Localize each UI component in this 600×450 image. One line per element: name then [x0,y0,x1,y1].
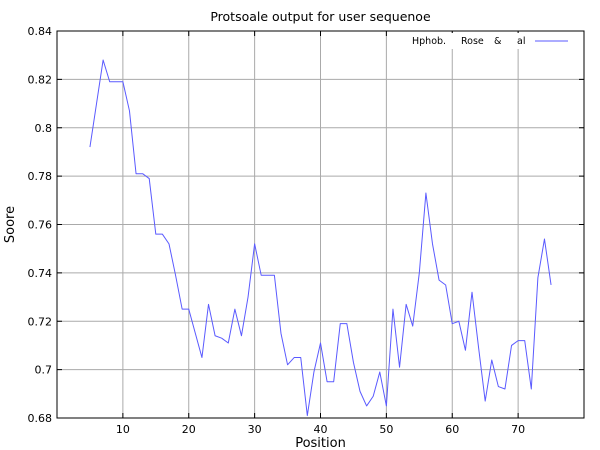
x-axis-label: Position [295,436,346,450]
y-tick-label: 0.76 [28,219,53,232]
chart-title: Protsoale output for user sequenoe [210,9,431,24]
x-tick-label: 50 [379,423,393,436]
grid-lines [57,31,584,418]
y-tick-label: 0.7 [35,364,53,377]
axis-ticks: 10 20 30 40 50 60 70 0.68 0.7 0.72 0.74 0.76 0.78 0.8… [28,25,584,436]
y-tick-label: 0.74 [28,267,53,280]
y-tick-label: 0.72 [28,315,53,328]
y-tick-label: 0.82 [28,73,53,86]
x-tick-label: 30 [248,423,262,436]
x-tick-label: 70 [511,423,525,436]
legend-text-al: al [517,36,525,47]
series-line [89,59,552,417]
x-tick-label: 20 [182,423,196,436]
y-tick-label: 0.84 [28,25,53,38]
y-axis-label: Soore [3,206,18,243]
x-tick-label: 60 [445,423,459,436]
legend-background [405,33,583,49]
y-tick-label: 0.78 [28,170,53,183]
legend: Hphob. Rose & al [405,33,583,49]
legend-text-rose: Rose [461,36,484,47]
x-tick-label: 10 [116,423,130,436]
y-tick-label: 0.68 [28,412,53,425]
x-tick-label: 40 [314,423,328,436]
y-tick-label: 0.8 [35,122,53,135]
legend-text-ampersand: & [494,36,502,47]
legend-text-hphob: Hphob. [412,36,446,47]
plot-area [89,59,552,417]
